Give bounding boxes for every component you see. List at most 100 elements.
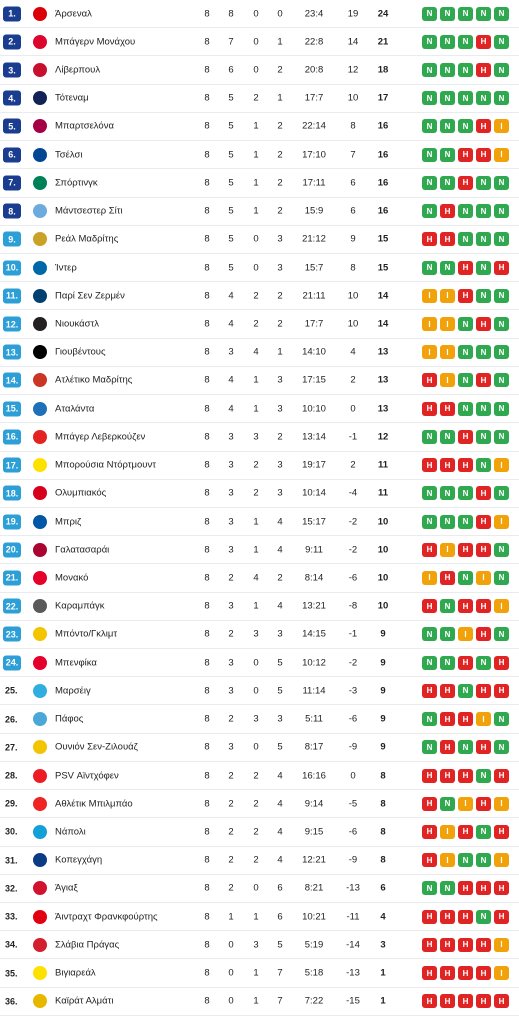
form-result-badge[interactable]: N [494,570,509,585]
form-result-badge[interactable]: N [476,232,491,247]
form-result-badge[interactable]: N [440,486,455,501]
form-result-badge[interactable]: N [440,627,455,642]
form-result-badge[interactable]: N [458,119,473,134]
form-result-badge[interactable]: H [458,429,473,444]
team-name[interactable]: Καϊράτ Αλμάτι [55,995,114,1007]
form-result-badge[interactable]: I [440,317,455,332]
form-result-badge[interactable]: N [422,881,437,896]
form-result-badge[interactable]: N [422,627,437,642]
form-result-badge[interactable]: N [440,599,455,614]
form-result-badge[interactable]: H [440,712,455,727]
form-result-badge[interactable]: H [476,627,491,642]
form-result-badge[interactable]: N [440,429,455,444]
form-result-badge[interactable]: H [476,881,491,896]
form-result-badge[interactable]: H [422,458,437,473]
table-row[interactable]: 14. Ατλέτικο Μαδρίτης 8 4 1 3 17:15 2 13 H I N H N [0,367,519,396]
team-name[interactable]: Νιουκάστλ [55,318,99,330]
table-row[interactable]: 29. Αθλέτικ Μπιλμπάο 8 2 2 4 9:14 -5 8 H N I H I [0,790,519,819]
team-name[interactable]: Παρί Σεν Ζερμέν [55,290,125,302]
form-result-badge[interactable]: I [458,796,473,811]
form-result-badge[interactable]: N [440,63,455,78]
table-row[interactable]: 8. Μάντσεστερ Σίτι 8 5 1 2 15:9 6 16 N H N N N [0,198,519,226]
form-result-badge[interactable]: H [458,542,473,557]
team-name[interactable]: Τσέλσι [55,149,83,161]
form-result-badge[interactable]: N [494,232,509,247]
form-result-badge[interactable]: H [476,119,491,134]
form-result-badge[interactable]: H [440,683,455,698]
form-result-badge[interactable]: N [494,740,509,755]
form-result-badge[interactable]: N [476,401,491,416]
form-result-badge[interactable]: H [494,881,509,896]
form-result-badge[interactable]: H [458,966,473,981]
form-result-badge[interactable]: H [494,655,509,670]
form-result-badge[interactable]: N [458,570,473,585]
team-name[interactable]: Καραμπάγκ [55,600,105,612]
form-result-badge[interactable]: H [422,599,437,614]
form-result-badge[interactable]: H [440,740,455,755]
form-result-badge[interactable]: H [422,768,437,783]
form-result-badge[interactable]: N [422,175,437,190]
form-result-badge[interactable]: N [476,458,491,473]
form-result-badge[interactable]: N [458,232,473,247]
form-result-badge[interactable]: H [458,599,473,614]
form-result-badge[interactable]: N [494,317,509,332]
form-result-badge[interactable]: I [494,796,509,811]
form-result-badge[interactable]: N [494,63,509,78]
form-result-badge[interactable]: H [476,740,491,755]
form-result-badge[interactable]: H [458,655,473,670]
team-name[interactable]: Γιουβέντους [55,346,106,358]
team-name[interactable]: Πάφος [55,713,84,725]
form-result-badge[interactable]: I [440,373,455,388]
form-result-badge[interactable]: H [440,909,455,924]
form-result-badge[interactable]: N [494,91,509,106]
form-result-badge[interactable]: H [476,599,491,614]
form-result-badge[interactable]: I [440,853,455,868]
form-result-badge[interactable]: H [476,994,491,1009]
form-result-badge[interactable]: N [494,204,509,219]
form-result-badge[interactable]: N [494,627,509,642]
form-result-badge[interactable]: H [422,683,437,698]
form-result-badge[interactable]: N [494,542,509,557]
table-row[interactable]: 31. Κοπεγχάγη 8 2 2 4 12:21 -9 8 H I N N I [0,847,519,875]
form-result-badge[interactable]: N [476,909,491,924]
form-result-badge[interactable]: N [476,853,491,868]
form-result-badge[interactable]: H [494,768,509,783]
team-name[interactable]: Μπριζ [55,516,82,528]
form-result-badge[interactable]: H [440,401,455,416]
form-result-badge[interactable]: N [494,486,509,501]
form-result-badge[interactable]: N [458,486,473,501]
form-result-badge[interactable]: I [476,712,491,727]
table-row[interactable]: 15. Αταλάντα 8 4 1 3 10:10 0 13 H H N N N [0,395,519,424]
table-row[interactable]: 19. Μπριζ 8 3 1 4 15:17 -2 10 N N N H I [0,508,519,537]
table-row[interactable]: 17. Μπορούσια Ντόρτμουντ 8 3 2 3 19:17 2 11 H H H N I [0,452,519,480]
form-result-badge[interactable]: H [494,994,509,1009]
team-name[interactable]: Μπαρτσελόνα [55,120,114,132]
form-result-badge[interactable]: N [422,63,437,78]
form-result-badge[interactable]: N [476,345,491,360]
form-result-badge[interactable]: I [422,288,437,303]
form-result-badge[interactable]: H [458,712,473,727]
form-result-badge[interactable]: H [476,683,491,698]
form-result-badge[interactable]: N [422,712,437,727]
form-result-badge[interactable]: I [494,599,509,614]
form-result-badge[interactable]: H [440,768,455,783]
form-result-badge[interactable]: H [494,260,509,275]
team-name[interactable]: Τότεναμ [55,92,89,104]
table-row[interactable]: 24. Μπενφίκα 8 3 0 5 10:12 -2 9 N N H N H [0,649,519,678]
table-row[interactable]: 33. Άιντραχτ Φρανκφούρτης 8 1 1 6 10:21 -11 4 H H H… [0,903,519,932]
form-result-badge[interactable]: N [494,288,509,303]
form-result-badge[interactable]: I [458,627,473,642]
form-result-badge[interactable]: I [422,317,437,332]
form-result-badge[interactable]: N [440,514,455,529]
form-result-badge[interactable]: N [440,881,455,896]
form-result-badge[interactable]: N [422,486,437,501]
table-row[interactable]: 6. Τσέλσι 8 5 1 2 17:10 7 16 N N H H I [0,141,519,170]
form-result-badge[interactable]: H [422,232,437,247]
form-result-badge[interactable]: H [422,542,437,557]
form-result-badge[interactable]: N [458,63,473,78]
form-result-badge[interactable]: N [494,373,509,388]
table-row[interactable]: 27. Ουνιόν Σεν-Ζιλουάζ 8 3 0 5 8:17 -9 9 N H N H N [0,734,519,762]
team-name[interactable]: Μπόντο/Γκλιμτ [55,628,118,640]
form-result-badge[interactable]: H [476,63,491,78]
form-result-badge[interactable]: N [440,91,455,106]
